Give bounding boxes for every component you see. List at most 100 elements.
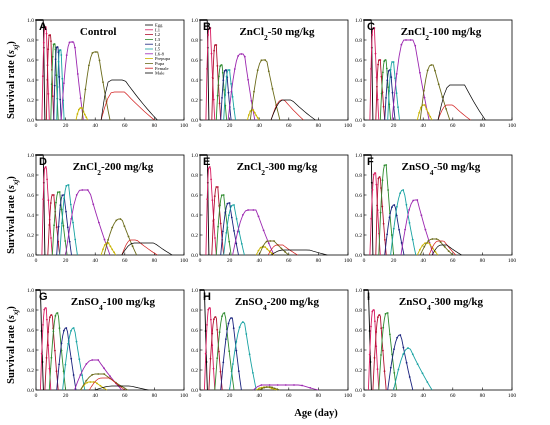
data-point-l3 (390, 234, 393, 236)
x-tick-label: 40 (256, 258, 262, 264)
legend-label-l1: L1 (155, 27, 161, 32)
series-line-female (89, 377, 126, 391)
legend-label-l5: L5 (155, 47, 161, 52)
y-tick-label: 0.2 (27, 98, 34, 104)
data-point-l2 (212, 77, 214, 80)
data-point-pupa (253, 90, 255, 93)
panel-letter: C (367, 21, 375, 33)
data-point-l1 (46, 178, 48, 181)
data-point-prepupa (86, 381, 88, 384)
x-tick-label: 100 (180, 258, 189, 264)
data-point-l5 (225, 75, 228, 78)
data-point-l1 (370, 325, 372, 328)
data-point-l4 (65, 210, 67, 213)
data-point-l3 (58, 191, 61, 193)
data-point-egg (370, 181, 373, 184)
data-point-l5 (238, 326, 241, 329)
data-point-l4 (390, 76, 393, 78)
data-point-l2 (373, 357, 376, 359)
data-point-prepupa (270, 252, 273, 255)
data-point-l2 (377, 177, 380, 180)
data-point-prepupa (434, 251, 437, 253)
data-point-l4 (58, 76, 61, 78)
data-point-l3 (52, 330, 55, 333)
y-tick-label: 0.0 (191, 253, 198, 259)
data-point-pupa (256, 69, 259, 71)
data-point-l5 (65, 185, 68, 187)
panel-letter: E (203, 156, 210, 168)
data-point-pupa (123, 225, 126, 228)
data-point-l2 (51, 194, 54, 196)
data-point-l6-8 (276, 384, 279, 386)
x-tick-label: 60 (286, 393, 292, 399)
x-tick-label: 20 (391, 393, 397, 399)
data-point-pupa (434, 69, 436, 72)
y-tick-label: 0.2 (355, 233, 362, 239)
data-point-pupa (98, 59, 101, 62)
data-point-l3 (221, 315, 223, 318)
data-point-l6-8 (79, 97, 82, 99)
x-tick-label: 20 (391, 258, 397, 264)
data-point-l3 (222, 194, 225, 196)
data-point-prepupa (425, 108, 428, 111)
x-tick-label: 100 (180, 393, 189, 399)
data-point-l6-8 (103, 367, 105, 370)
data-point-prepupa (264, 246, 266, 248)
data-point-l4 (227, 91, 230, 94)
data-point-l4 (66, 226, 69, 229)
y-tick-label: 0.6 (191, 193, 198, 199)
data-point-l1 (376, 98, 379, 101)
data-point-l6-8 (98, 221, 100, 224)
series-line-l2 (45, 34, 55, 121)
x-tick-label: 80 (316, 258, 322, 264)
data-point-l1 (50, 237, 52, 239)
data-point-l6-8 (79, 374, 82, 376)
data-point-l3 (380, 92, 383, 95)
data-point-l4 (405, 361, 408, 364)
data-point-l3 (228, 240, 231, 243)
y-tick-label: 0.4 (355, 78, 362, 84)
data-point-l5 (67, 184, 70, 186)
data-point-l4 (222, 230, 224, 233)
data-point-l3 (217, 225, 220, 228)
panel-a: 0 20 40 60 80 100 0.0 0.2 0.4 0.6 0.8 1.0 A Control Eg… (27, 18, 188, 129)
data-point-l6-8 (242, 214, 244, 216)
data-point-prepupa (423, 104, 426, 106)
data-point-prepupa (256, 116, 259, 119)
y-tick-label: 0.2 (191, 233, 198, 239)
data-point-pupa (97, 373, 100, 375)
data-point-pupa (269, 240, 272, 242)
data-point-pupa (260, 387, 263, 390)
data-point-l4 (63, 329, 65, 332)
data-point-prepupa (429, 243, 432, 246)
data-point-pupa (427, 240, 430, 242)
data-point-l1 (207, 34, 210, 36)
series-line-egg (200, 154, 210, 256)
data-point-pupa (264, 59, 266, 61)
data-point-l5 (396, 205, 398, 208)
series-line-pupa (103, 218, 138, 256)
data-point-l5 (416, 363, 419, 365)
data-point-l1 (210, 318, 212, 321)
data-point-egg (367, 296, 370, 298)
data-point-l5 (72, 327, 75, 329)
data-point-l6-8 (404, 228, 406, 231)
panel-letter: B (203, 21, 211, 33)
data-point-l6-8 (81, 189, 84, 191)
data-point-l4 (389, 366, 392, 369)
data-point-l2 (212, 220, 215, 222)
data-point-pupa (443, 245, 446, 248)
y-tick-label: 0.0 (355, 253, 362, 259)
data-point-l1 (214, 237, 216, 239)
data-point-l4 (225, 69, 227, 71)
y-tick-label: 0.0 (27, 253, 34, 259)
x-tick-label: 40 (256, 123, 262, 129)
x-tick-label: 100 (508, 258, 517, 264)
data-point-l3 (218, 331, 221, 333)
data-point-l4 (61, 194, 64, 197)
data-point-l2 (216, 186, 219, 188)
y-tick-label: 0.6 (355, 193, 362, 199)
data-point-prepupa (109, 245, 112, 248)
data-point-l1 (44, 26, 47, 28)
